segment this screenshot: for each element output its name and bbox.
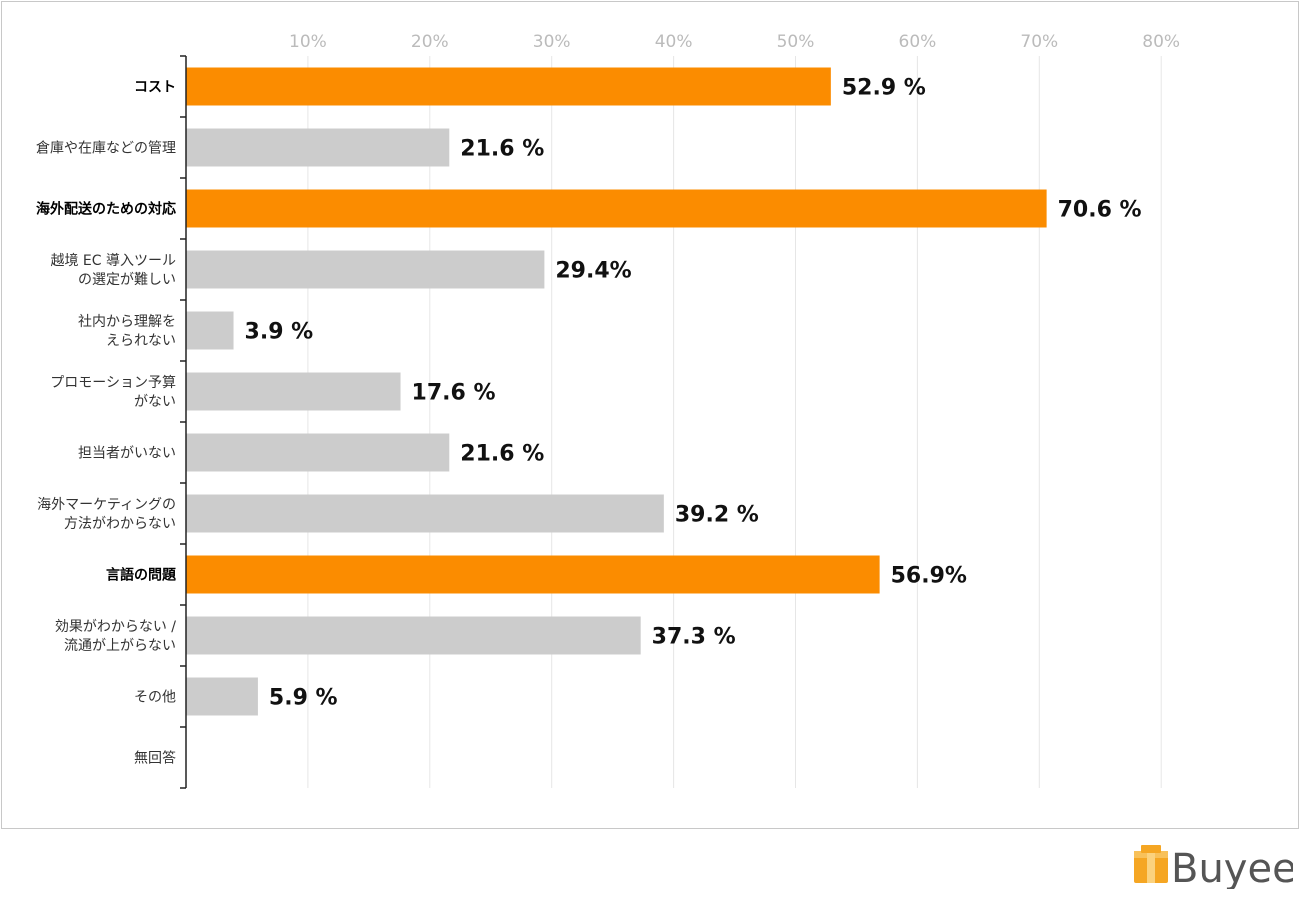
bar xyxy=(186,311,234,350)
bar xyxy=(186,677,258,716)
bars xyxy=(186,67,1047,716)
logo-text: Buyee xyxy=(1171,846,1293,889)
category-label: 越境 EC 導入ツールの選定が難しい xyxy=(50,253,176,288)
category-label: 無回答 xyxy=(134,750,176,767)
category-label: 海外配送のための対応 xyxy=(36,201,176,218)
bar xyxy=(186,555,880,594)
x-tick-label: 80% xyxy=(1142,32,1180,52)
x-tick-label: 40% xyxy=(655,32,693,52)
category-label: その他 xyxy=(134,690,176,706)
value-label: 21.6 % xyxy=(460,442,544,467)
x-tick-label: 30% xyxy=(533,32,571,52)
grid-lines xyxy=(307,56,1162,788)
value-label: 39.2 % xyxy=(675,503,759,528)
category-label: 海外マーケティングの方法がわからない xyxy=(37,497,176,532)
category-label: 社内から理解をえられない xyxy=(78,314,176,349)
category-label: 言語の問題 xyxy=(106,567,177,584)
y-axis xyxy=(180,55,187,789)
value-label: 37.3 % xyxy=(652,625,736,650)
value-label: 21.6 % xyxy=(460,137,544,162)
chart-frame xyxy=(1,1,1299,829)
bar xyxy=(186,372,401,411)
value-label: 52.9 % xyxy=(842,76,926,101)
bar-chart: 10% 20% 30% 40% 50% 60% 70% 80% コスト倉庫や在庫などの管理海外… xyxy=(36,32,1180,789)
value-label: 56.9% xyxy=(891,564,967,589)
x-tick-label: 50% xyxy=(777,32,815,52)
value-label: 5.9 % xyxy=(269,686,338,711)
box-icon xyxy=(1134,845,1168,883)
bar xyxy=(186,250,545,289)
bar xyxy=(186,433,450,472)
category-label: 倉庫や在庫などの管理 xyxy=(36,140,176,157)
bar xyxy=(186,494,664,533)
bar xyxy=(186,189,1047,228)
x-tick-label: 20% xyxy=(411,32,449,52)
x-tick-label: 10% xyxy=(289,32,327,52)
bar xyxy=(186,67,831,106)
value-label: 17.6 % xyxy=(412,381,496,406)
value-label: 70.6 % xyxy=(1058,198,1142,223)
category-label: コスト xyxy=(134,80,176,96)
bar xyxy=(186,128,450,167)
category-label: 効果がわからない /流通が上がらない xyxy=(55,619,176,654)
bar xyxy=(186,616,641,655)
x-tick-labels: 10% 20% 30% 40% 50% 60% 70% 80% xyxy=(289,32,1180,52)
value-labels: 52.9 % 21.6 % 70.6 % 29.4% 3.9 % 17.6 % 21.6 %… xyxy=(245,76,1142,711)
x-tick-label: 60% xyxy=(899,32,937,52)
category-label: 担当者がいない xyxy=(78,446,176,462)
value-label: 29.4% xyxy=(555,259,631,284)
buyee-logo: Buyee xyxy=(1134,845,1293,889)
x-tick-label: 70% xyxy=(1020,32,1058,52)
value-label: 3.9 % xyxy=(245,320,314,345)
category-label: プロモーション予算がない xyxy=(50,375,176,410)
